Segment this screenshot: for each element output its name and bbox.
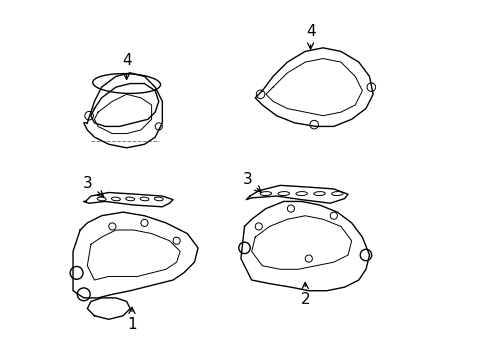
Text: 2: 2 bbox=[300, 282, 309, 307]
Text: 1: 1 bbox=[127, 307, 137, 332]
Text: 3: 3 bbox=[83, 176, 103, 197]
Text: 4: 4 bbox=[305, 24, 315, 49]
Text: 4: 4 bbox=[122, 53, 131, 79]
Text: 3: 3 bbox=[242, 172, 261, 192]
